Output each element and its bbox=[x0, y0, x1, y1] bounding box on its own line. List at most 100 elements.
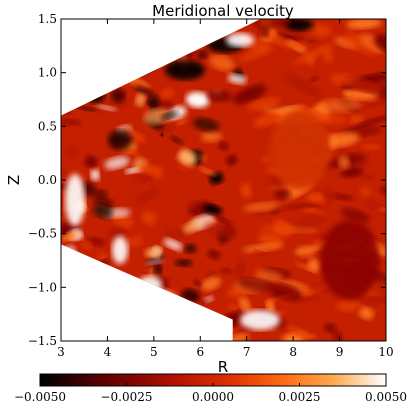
x-tick-label: 10 bbox=[378, 345, 393, 359]
field-blob bbox=[121, 127, 146, 142]
field-blob bbox=[145, 99, 157, 107]
field-blob bbox=[145, 259, 165, 265]
field-blob bbox=[178, 149, 197, 166]
field-blob bbox=[323, 323, 337, 333]
field-blob bbox=[242, 243, 283, 253]
field-blob bbox=[125, 167, 140, 174]
field-blob bbox=[361, 296, 386, 303]
field-blob bbox=[227, 74, 247, 84]
field-blob bbox=[365, 198, 383, 212]
field-blob bbox=[184, 243, 197, 254]
field-blob bbox=[350, 115, 386, 129]
field-blob bbox=[127, 236, 143, 248]
field-blob bbox=[201, 131, 222, 143]
field-blob bbox=[329, 73, 359, 86]
chart-title: Meridional velocity bbox=[152, 2, 294, 20]
field-blob bbox=[380, 185, 386, 195]
field-texture bbox=[61, 19, 386, 341]
field-blob bbox=[351, 80, 383, 94]
field-blob bbox=[257, 19, 275, 28]
field-blob bbox=[183, 220, 202, 234]
field-blob bbox=[274, 188, 292, 200]
field-blob bbox=[280, 279, 311, 295]
field-blob bbox=[65, 145, 78, 160]
field-blob bbox=[294, 295, 320, 303]
field-blob bbox=[305, 333, 316, 339]
y-tick-label: 1.0 bbox=[38, 66, 57, 80]
field-blob bbox=[228, 288, 246, 299]
field-blob bbox=[95, 104, 118, 111]
field-blob bbox=[232, 84, 267, 105]
field-blob bbox=[332, 330, 344, 341]
field-blob bbox=[61, 118, 82, 126]
field-blob bbox=[160, 88, 174, 100]
colorbar-tick-label: 0.0050 bbox=[365, 390, 407, 404]
field-blob bbox=[254, 269, 284, 282]
field-blob bbox=[187, 199, 198, 210]
field-blob bbox=[61, 184, 70, 190]
colorbar-ticks: −0.0050 −0.0025 0.0000 0.0025 0.0050 bbox=[14, 383, 407, 404]
field-blob bbox=[177, 164, 187, 171]
field-blob bbox=[201, 276, 222, 291]
x-tick-label: 9 bbox=[336, 345, 344, 359]
field-blob bbox=[207, 249, 221, 260]
field-blob bbox=[323, 48, 333, 64]
field-blob bbox=[261, 156, 272, 164]
field-feature bbox=[320, 220, 380, 300]
field-blob bbox=[363, 172, 376, 181]
x-tick-label: 6 bbox=[196, 345, 204, 359]
field-blob bbox=[192, 117, 220, 132]
field-blob bbox=[160, 111, 179, 120]
colorbar: −0.0050 −0.0025 0.0000 0.0025 0.0050 bbox=[14, 373, 407, 404]
field-blob bbox=[92, 204, 113, 219]
field-blob bbox=[203, 204, 223, 216]
colorbar-tick-label: −0.0050 bbox=[14, 390, 66, 404]
colorbar-tick-label: −0.0025 bbox=[100, 390, 152, 404]
field-blob bbox=[163, 228, 190, 240]
field-feature bbox=[112, 236, 128, 264]
field-blob bbox=[284, 74, 322, 97]
field-blob bbox=[202, 218, 215, 225]
field-blob bbox=[319, 98, 361, 113]
field-blob bbox=[112, 215, 134, 228]
field-blob bbox=[237, 278, 276, 293]
field-blob bbox=[370, 280, 386, 295]
field-blob bbox=[154, 166, 164, 179]
colorbar-tick-label: 0.0000 bbox=[192, 390, 234, 404]
field-blob bbox=[338, 155, 350, 170]
field-blob bbox=[265, 299, 275, 314]
field-blob bbox=[307, 258, 322, 272]
field-blob bbox=[174, 259, 193, 267]
field-blob bbox=[239, 44, 275, 62]
field-blob bbox=[273, 292, 298, 301]
y-tick-label: 1.5 bbox=[38, 12, 57, 26]
field-blob bbox=[61, 166, 67, 177]
field-blob bbox=[135, 173, 151, 184]
x-tick-label: 7 bbox=[243, 345, 251, 359]
field-blob bbox=[163, 238, 183, 251]
field-blob bbox=[170, 136, 184, 145]
x-tick-label: 5 bbox=[150, 345, 158, 359]
field-blob bbox=[281, 202, 323, 210]
field-blob bbox=[140, 163, 160, 176]
field-blob bbox=[91, 189, 109, 199]
field-blob bbox=[276, 28, 316, 36]
y-axis-label: Z bbox=[5, 175, 23, 185]
field-blob bbox=[141, 210, 157, 225]
field-blob bbox=[361, 144, 380, 151]
field-blob bbox=[213, 214, 232, 226]
field-blob bbox=[294, 43, 334, 65]
x-tick-label: 4 bbox=[104, 345, 112, 359]
field-blob bbox=[181, 288, 200, 303]
field-blob bbox=[343, 90, 352, 96]
field-blob bbox=[239, 296, 251, 312]
field-blob bbox=[104, 156, 130, 170]
field-blob bbox=[225, 154, 238, 166]
field-blob bbox=[331, 193, 355, 201]
field-blob bbox=[110, 88, 126, 103]
plot-area: 4 bbox=[60, 18, 387, 342]
y-axis: −1.5 −1.0 −0.5 0.0 0.5 1.0 1.5 bbox=[28, 12, 386, 348]
field-blob bbox=[209, 54, 235, 71]
field-blob bbox=[204, 223, 230, 238]
